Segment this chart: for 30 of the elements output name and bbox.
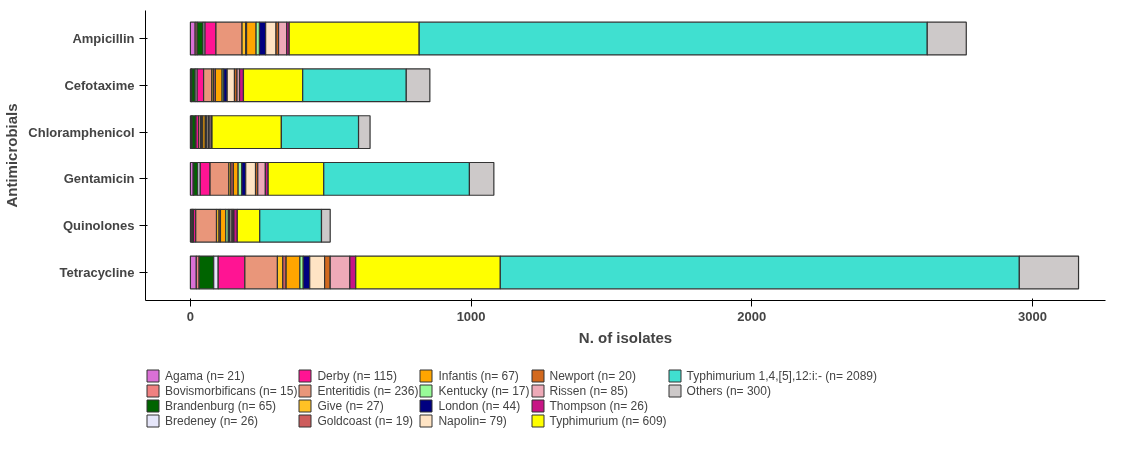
legend-label: Typhimurium (n= 609) (549, 413, 667, 428)
y-axis-title: Antimicrobials (3, 103, 21, 208)
x-axis-title: N. of isolates (578, 328, 673, 346)
x-tick-label: 0 (186, 308, 195, 324)
legend-label: Thompson (n= 26) (549, 398, 648, 413)
legend-label: Rissen (n= 85) (549, 383, 628, 398)
legend-label: Agama (n= 21) (165, 368, 245, 383)
legend-label: Bredeney (n= 26) (165, 413, 259, 428)
y-tick-label: Gentamicin (63, 171, 135, 187)
y-tick-label: Tetracycline (59, 264, 135, 280)
y-tick-label: Cefotaxime (64, 77, 135, 93)
x-tick-label: 2000 (737, 308, 767, 324)
legend-label: Goldcoast (n= 19) (317, 413, 414, 428)
legend-label: Newport (n= 20) (549, 368, 636, 383)
legend-label: London (n= 44) (438, 398, 521, 413)
x-tick-label: 1000 (456, 308, 486, 324)
y-tick-label: Ampicillin (72, 31, 135, 47)
legend-label: Give (n= 27) (317, 398, 384, 413)
legend-label: Napolin= 79) (438, 413, 507, 428)
legend-label: Kentucky (n= 17) (438, 383, 530, 398)
legend-label: Brandenburg (n= 65) (165, 398, 277, 413)
legend-label: Infantis (n= 67) (438, 368, 519, 383)
legend-label: Bovismorbificans (n= 15) (165, 383, 298, 398)
legend-label: Others (n= 300) (686, 383, 771, 398)
legend-label: Derby (n= 115) (317, 368, 397, 383)
legend-label: Enteritidis (n= 236) (317, 383, 419, 398)
y-tick-label: Chloramphenicol (28, 124, 135, 140)
legend-label: Typhimurium 1,4,[5],12:i:- (n= 2089) (686, 368, 877, 383)
x-tick-label: 3000 (1018, 308, 1047, 324)
y-tick-label: Quinolones (63, 218, 135, 234)
